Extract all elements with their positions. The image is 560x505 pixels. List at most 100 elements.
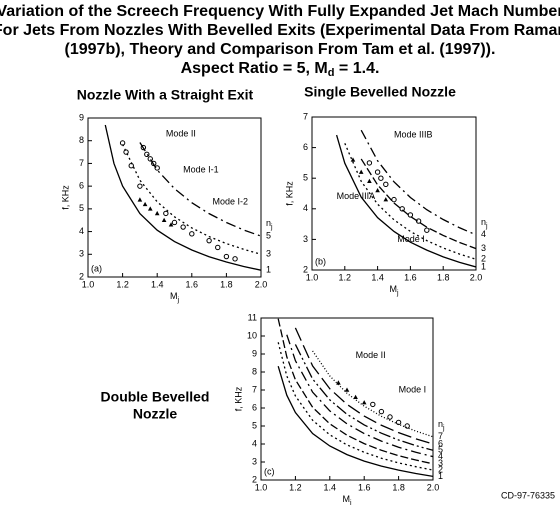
data-point [353,394,358,399]
curve [277,318,433,465]
title-line: (1997b), Theory and Comparison From Tam … [65,41,496,58]
data-point [151,160,157,167]
legend-label: 2 [438,464,443,474]
title-text: = 1.4. [334,60,379,77]
data-point [180,224,186,230]
y-tick-label: 4 [303,203,308,213]
legend-label: 6 [438,438,443,448]
x-axis-label: Mj [389,284,399,296]
x-tick-label: 2.0 [427,482,440,492]
data-point [383,197,389,202]
data-point [142,201,148,207]
y-tick-label: 2 [79,271,84,281]
panel-label: (c) [264,466,275,476]
annotation: Mode I [399,384,427,394]
curve [294,327,433,445]
legend-label: 4 [438,451,443,461]
x-tick-label: 1.4 [151,279,164,289]
x-tick-label: 1.6 [404,272,417,282]
data-point [128,163,134,169]
annotation: Mode I-2 [213,196,249,206]
data-point [399,206,405,212]
panel-label: (b) [315,256,326,266]
data-point [378,408,385,415]
data-point [154,210,160,216]
data-point [375,187,380,193]
x-tick-label: 1.2 [339,272,352,282]
y-tick-label: 6 [79,181,84,191]
y-tick-label: 10 [247,330,257,340]
x-axis-label: Mj [342,494,352,505]
data-point [383,181,389,188]
y-tick-label: 3 [303,234,308,244]
annotation: Mode II [166,128,196,138]
x-tick-label: 1.2 [116,279,129,289]
data-point [358,169,364,174]
figure-id: CD-97-76335 [501,490,555,500]
annotation: Mode IIIA [337,191,376,201]
y-tick-label: 9 [79,112,84,122]
data-point [123,149,129,155]
curve [277,366,433,478]
data-point [404,423,410,429]
curve [104,124,261,271]
data-point [147,156,153,162]
legend-header: nj [438,419,445,431]
data-point [395,419,402,426]
curve [139,142,261,237]
data-point [189,231,195,237]
data-point [137,197,143,202]
y-tick-label: 6 [252,402,257,412]
data-point [378,175,384,181]
y-tick-label: 5 [252,420,257,430]
data-point [350,157,356,162]
data-point [407,212,414,218]
x-tick-label: 1.6 [186,279,199,289]
y-tick-label: 2 [303,264,308,274]
x-tick-label: 1.4 [371,272,384,282]
x-tick-label: 1.2 [289,482,302,492]
data-point [415,218,422,224]
y-tick-label: 2 [252,474,257,484]
legend-label: 2 [481,254,486,264]
x-tick-label: 1.8 [392,482,405,492]
y-tick-label: 3 [79,249,84,259]
data-point [119,140,126,146]
annotation: Mode I-1 [183,165,219,175]
chart-title: Nozzle [133,406,178,422]
legend-header-text: n [438,419,443,429]
data-point [391,196,397,203]
curve [286,334,433,458]
curve [277,342,433,471]
data-point [374,169,381,175]
y-tick-label: 5 [79,203,84,213]
y-tick-label: 11 [248,312,257,322]
y-axis-label: f, KHz [284,181,294,206]
data-point [168,222,174,227]
curve [122,144,261,255]
data-point [137,183,143,189]
y-tick-label: 7 [303,111,308,121]
x-tick-label: 1.8 [437,272,450,282]
legend-label: 4 [481,229,486,239]
curve [360,158,476,250]
data-point [140,144,147,151]
chart-title: Single Bevelled Nozzle [304,84,456,100]
plot-frame [87,117,262,278]
panel-label: (a) [91,263,102,273]
data-point [215,244,221,251]
title-line: Aspect Ratio = 5, Md = 1.4. [181,60,380,79]
title-line: For Jets From Nozzles With Bevelled Exit… [0,22,560,39]
x-axis-label-text: M [342,494,350,504]
data-point [336,380,341,385]
y-tick-label: 7 [79,158,84,168]
title-sub: d [328,67,335,79]
data-point [161,217,167,223]
data-point [366,160,373,166]
data-point [387,414,393,420]
legend-label: 3 [438,458,443,468]
x-tick-label: 1.8 [220,279,233,289]
y-tick-label: 3 [252,456,257,466]
title-line: Variation of the Screech Frequency With … [0,3,560,20]
